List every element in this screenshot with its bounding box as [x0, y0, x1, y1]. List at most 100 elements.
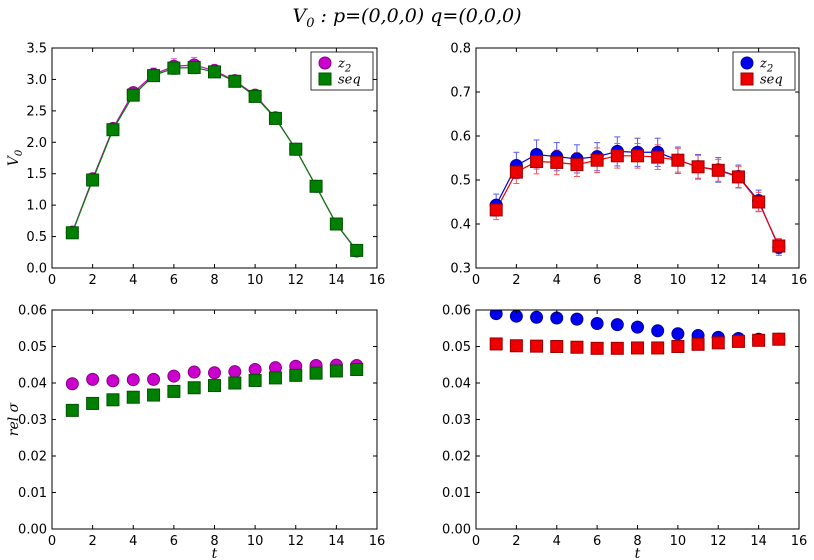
x-tick-label: 16 [369, 273, 386, 288]
chart-panel-bottom-left: 0 2 4 6 8 10 12 14 16 0.00 0.01 0.02 0.03 0.04 0.05 0.0… [6, 304, 385, 560]
legend-marker-seq [740, 72, 754, 86]
y-tick-label: 0.7 [450, 86, 471, 101]
y-tick-label: 0.5 [450, 174, 471, 189]
legend-label-seq: seq [338, 73, 361, 88]
data-point-z₂ [248, 362, 262, 376]
data-point-seq [631, 149, 644, 163]
data-point-seq [651, 150, 665, 164]
y-tick-label: 0.03 [18, 413, 47, 428]
y-tick-label: 0.06 [442, 304, 471, 319]
legend-label-z₂: z2 [337, 57, 351, 75]
y-tick-label: 0.01 [442, 486, 471, 501]
x-tick-label: 8 [633, 273, 641, 288]
data-point-seq [489, 337, 503, 351]
data-point-seq [671, 153, 685, 167]
x-tick-label: 12 [287, 534, 304, 549]
y-tick-label: 0.00 [18, 523, 47, 538]
y-tick-label: 3.0 [26, 73, 47, 88]
data-point-z₂ [208, 366, 221, 380]
x-tick-label: 10 [670, 534, 687, 549]
y-axis-label: V0 [6, 149, 25, 166]
data-point-z₂ [671, 327, 685, 341]
data-point-seq [731, 334, 745, 348]
x-tick-label: 8 [633, 534, 641, 549]
x-tick-label: 16 [791, 534, 808, 549]
data-point-z₂ [530, 310, 544, 324]
data-point-seq [187, 381, 201, 395]
data-point-seq [167, 61, 181, 75]
x-tick-label: 2 [512, 534, 520, 549]
data-point-z₂ [86, 372, 100, 386]
data-point-seq [530, 339, 544, 353]
data-point-seq [570, 340, 584, 354]
legend-marker-z₂ [740, 56, 754, 70]
data-point-seq [651, 341, 665, 355]
data-point-seq [610, 341, 624, 355]
x-tick-label: 6 [170, 534, 178, 549]
data-point-seq [65, 226, 79, 240]
x-tick-label: 0 [48, 273, 56, 288]
x-tick-label: 16 [791, 273, 808, 288]
y-tick-label: 0.00 [442, 523, 471, 538]
data-point-seq [772, 239, 786, 253]
data-point-seq [631, 341, 644, 355]
data-point-seq [228, 74, 242, 88]
x-tick-label: 4 [553, 273, 561, 288]
data-point-seq [208, 65, 221, 79]
data-point-seq [671, 340, 685, 353]
data-point-seq [350, 362, 364, 376]
data-point-seq [126, 88, 140, 102]
data-point-seq [208, 379, 221, 393]
y-tick-label: 0.04 [18, 377, 47, 392]
x-tick-label: 4 [129, 273, 137, 288]
data-point-z₂ [106, 374, 120, 388]
data-point-seq [489, 203, 503, 217]
data-point-seq [147, 69, 161, 83]
data-point-z₂ [489, 310, 503, 321]
data-point-seq [268, 111, 282, 125]
data-point-z₂ [126, 373, 140, 387]
x-tick-label: 12 [710, 273, 727, 288]
data-point-seq [691, 337, 705, 351]
chart-panel-bottom-right: 0 2 4 6 8 10 12 14 16 0.00 0.01 0.02 0.03 0.04 0.05 0.0… [442, 304, 807, 560]
data-point-seq [268, 371, 282, 385]
data-point-seq [106, 123, 120, 137]
x-tick-label: 6 [593, 534, 601, 549]
y-tick-label: 0.3 [450, 262, 471, 277]
x-tick-label: 8 [210, 273, 218, 288]
x-tick-label: 10 [247, 534, 264, 549]
y-tick-label: 0.02 [442, 450, 471, 465]
data-point-seq [752, 333, 766, 347]
data-point-seq [509, 339, 523, 353]
data-point-z₂ [187, 365, 201, 379]
data-point-seq [65, 403, 79, 417]
x-tick-label: 14 [328, 273, 345, 288]
data-point-z₂ [631, 320, 644, 334]
y-tick-label: 2.0 [26, 136, 47, 151]
y-tick-label: 0.01 [18, 486, 47, 501]
x-tick-label: 2 [512, 273, 520, 288]
x-tick-label: 6 [593, 273, 601, 288]
data-point-seq [350, 243, 364, 257]
x-tick-label: 14 [750, 534, 767, 549]
legend-marker-seq [318, 72, 332, 86]
y-tick-label: 0.8 [450, 42, 471, 57]
data-point-seq [550, 155, 564, 169]
x-tick-label: 14 [750, 273, 767, 288]
data-point-seq [248, 373, 262, 387]
figure-title: V0 : p=(0,0,0) q=(0,0,0) [292, 5, 521, 31]
data-point-seq [711, 336, 725, 350]
data-point-seq [309, 179, 323, 193]
data-point-seq [248, 89, 262, 103]
y-tick-label: 0.04 [442, 377, 471, 392]
x-axis-label: t [212, 546, 218, 560]
data-point-seq [106, 393, 120, 407]
x-tick-label: 16 [369, 534, 386, 549]
data-point-seq [550, 340, 564, 353]
data-point-z₂ [570, 312, 584, 326]
x-tick-label: 14 [328, 534, 345, 549]
